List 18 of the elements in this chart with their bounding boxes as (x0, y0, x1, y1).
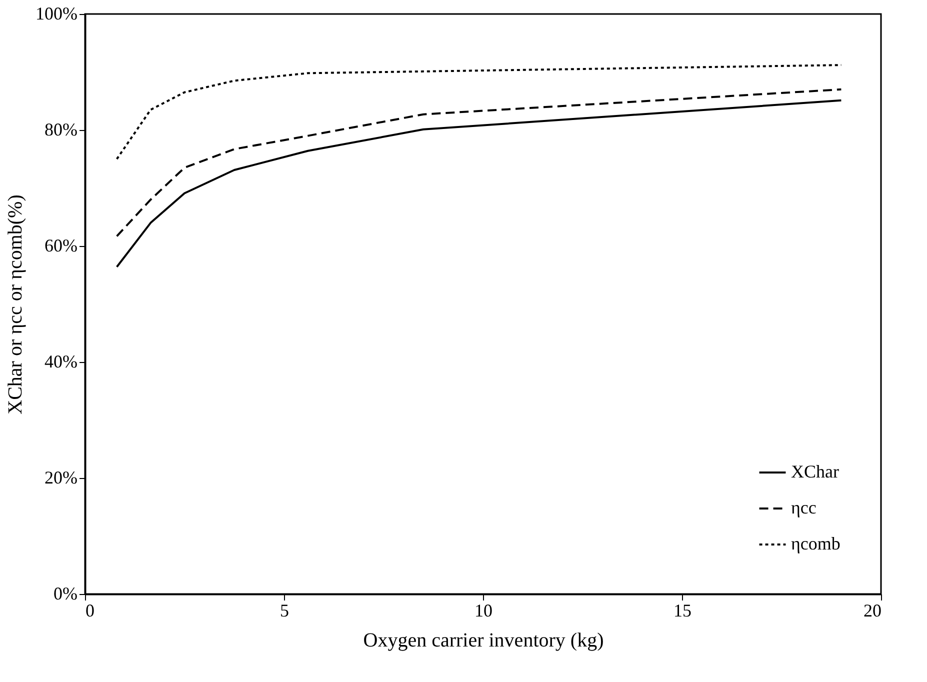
y-tick-label: 60% (44, 236, 78, 256)
x-tick-label: 5 (280, 600, 289, 620)
y-tick-label: 40% (44, 352, 78, 372)
x-tick-label: 15 (674, 600, 692, 620)
y-tick-label: 80% (44, 120, 78, 140)
y-tick-label: 0% (54, 584, 78, 604)
x-axis-title: Oxygen carrier inventory (kg) (363, 630, 604, 652)
legend-label: ηcc (791, 498, 816, 518)
x-tick-label: 20 (864, 600, 882, 620)
legend-label: ηcomb (791, 534, 840, 554)
x-tick-label: 0 (86, 600, 94, 620)
x-tick-label: 10 (474, 600, 492, 620)
y-axis-title: XChar or ηcc or ηcomb(%) (4, 194, 27, 414)
line-series (116, 99, 842, 268)
legend-label: XChar (791, 462, 839, 482)
line-series (116, 88, 842, 238)
y-tick-label: 20% (44, 468, 78, 488)
y-tick-label: 100% (36, 4, 78, 24)
